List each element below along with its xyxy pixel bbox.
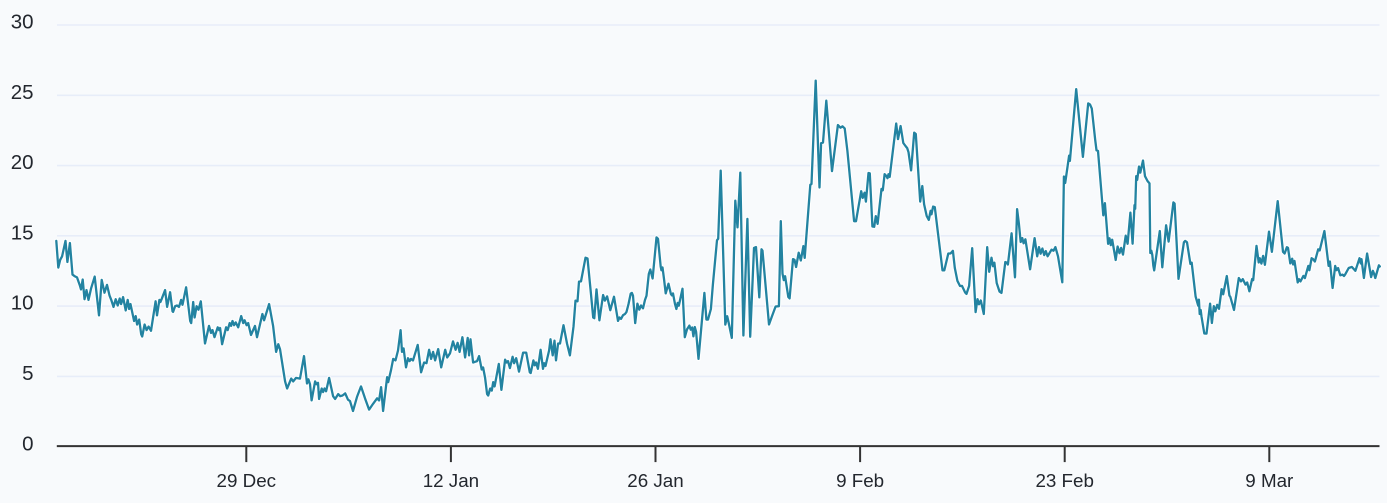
svg-text:15: 15 <box>11 221 34 244</box>
svg-text:9 Mar: 9 Mar <box>1245 470 1293 491</box>
svg-text:25: 25 <box>11 81 34 104</box>
svg-text:0: 0 <box>22 432 33 455</box>
svg-text:30: 30 <box>11 11 34 34</box>
svg-text:29 Dec: 29 Dec <box>217 470 277 491</box>
svg-text:10: 10 <box>11 292 34 315</box>
svg-text:23 Feb: 23 Feb <box>1035 470 1093 491</box>
svg-text:26 Jan: 26 Jan <box>627 470 683 491</box>
svg-text:20: 20 <box>11 151 34 174</box>
svg-text:12 Jan: 12 Jan <box>423 470 479 491</box>
svg-text:9 Feb: 9 Feb <box>836 470 884 491</box>
svg-text:5: 5 <box>22 362 33 385</box>
